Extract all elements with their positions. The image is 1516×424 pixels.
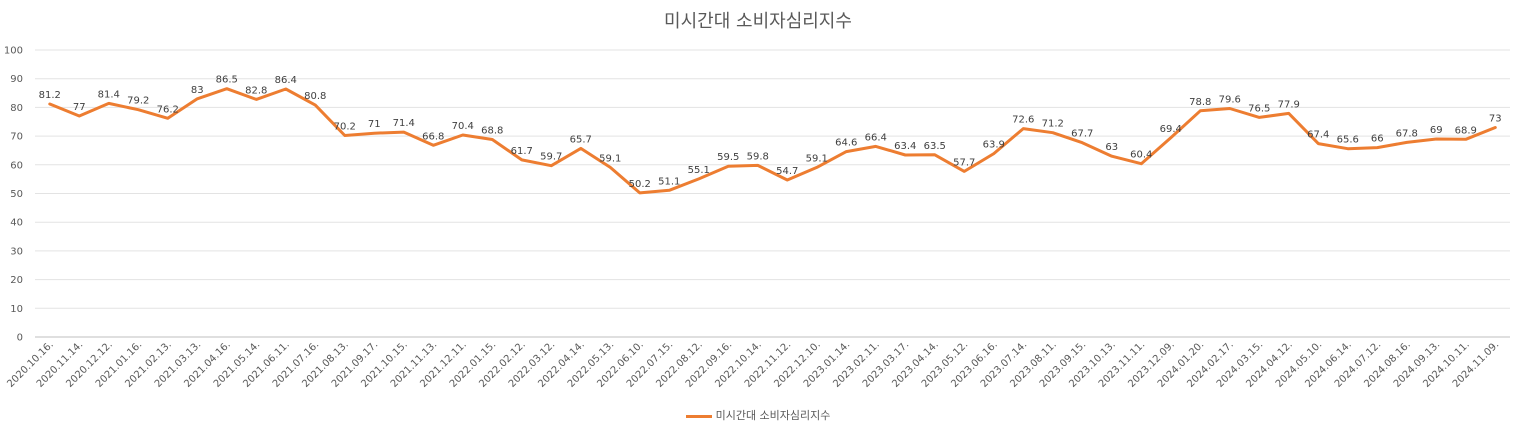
y-tick-label: 90 <box>10 74 23 85</box>
data-label: 59.7 <box>540 152 562 163</box>
data-label: 59.1 <box>806 153 828 164</box>
data-label: 71 <box>368 119 381 130</box>
data-label: 67.4 <box>1307 130 1329 141</box>
y-tick-label: 100 <box>4 46 23 57</box>
data-label: 82.8 <box>245 85 267 96</box>
data-label: 67.8 <box>1396 128 1418 139</box>
data-label: 68.8 <box>481 126 503 137</box>
data-label: 63.5 <box>924 141 946 152</box>
data-label: 68.9 <box>1455 125 1477 136</box>
data-label: 78.8 <box>1189 97 1211 108</box>
data-label: 63.9 <box>983 140 1005 151</box>
y-tick-label: 50 <box>10 189 23 200</box>
data-label: 81.2 <box>39 90 61 101</box>
data-label: 59.8 <box>747 151 769 162</box>
y-tick-label: 60 <box>10 160 23 171</box>
data-label: 57.7 <box>953 157 975 168</box>
legend-label: 미시간대 소비자심리지수 <box>715 409 831 422</box>
data-label: 77 <box>73 102 86 113</box>
data-label: 79.2 <box>127 96 149 107</box>
data-label: 50.2 <box>629 179 651 190</box>
data-label: 86.5 <box>216 75 238 86</box>
y-tick-label: 20 <box>10 275 23 286</box>
y-tick-label: 0 <box>17 333 23 344</box>
data-label: 79.6 <box>1219 95 1241 106</box>
chart-title: 미시간대 소비자심리지수 <box>664 11 852 32</box>
y-tick-label: 30 <box>10 246 23 257</box>
data-label: 67.7 <box>1071 129 1093 140</box>
legend-swatch <box>685 414 712 418</box>
series-line <box>48 87 1497 195</box>
data-label: 76.2 <box>157 104 179 115</box>
data-label: 71.4 <box>393 118 415 129</box>
data-label: 72.6 <box>1012 115 1034 126</box>
data-label: 80.8 <box>304 91 326 102</box>
data-label: 66 <box>1371 134 1384 145</box>
data-label: 69.4 <box>1160 124 1182 135</box>
data-label: 70.4 <box>452 121 474 132</box>
data-label: 60.4 <box>1130 150 1152 161</box>
data-label: 63.4 <box>894 141 916 152</box>
data-label: 73 <box>1489 113 1502 124</box>
data-label: 65.6 <box>1337 135 1359 146</box>
data-label: 55.1 <box>688 165 710 176</box>
data-label: 71.2 <box>1042 119 1064 130</box>
data-label: 83 <box>191 85 204 96</box>
legend: 미시간대 소비자심리지수 <box>0 407 1516 423</box>
data-label: 61.7 <box>511 146 533 157</box>
data-label: 66.8 <box>422 131 444 142</box>
data-label: 77.9 <box>1278 99 1300 110</box>
data-label: 59.1 <box>599 153 621 164</box>
data-label: 81.4 <box>98 89 120 100</box>
data-label: 65.7 <box>570 134 592 145</box>
data-label: 59.5 <box>717 152 739 163</box>
y-tick-label: 80 <box>10 103 23 114</box>
data-label: 54.7 <box>776 166 798 177</box>
data-label: 66.4 <box>865 132 887 143</box>
y-tick-label: 10 <box>10 304 23 315</box>
data-label: 64.6 <box>835 138 857 149</box>
data-label: 51.1 <box>658 176 680 187</box>
data-label: 69 <box>1430 125 1443 136</box>
y-tick-label: 70 <box>10 132 23 143</box>
data-label: 70.2 <box>334 122 356 133</box>
data-label: 63 <box>1105 142 1118 153</box>
y-tick-label: 40 <box>10 218 23 229</box>
data-label: 76.5 <box>1248 103 1270 114</box>
data-label: 86.4 <box>275 75 297 86</box>
